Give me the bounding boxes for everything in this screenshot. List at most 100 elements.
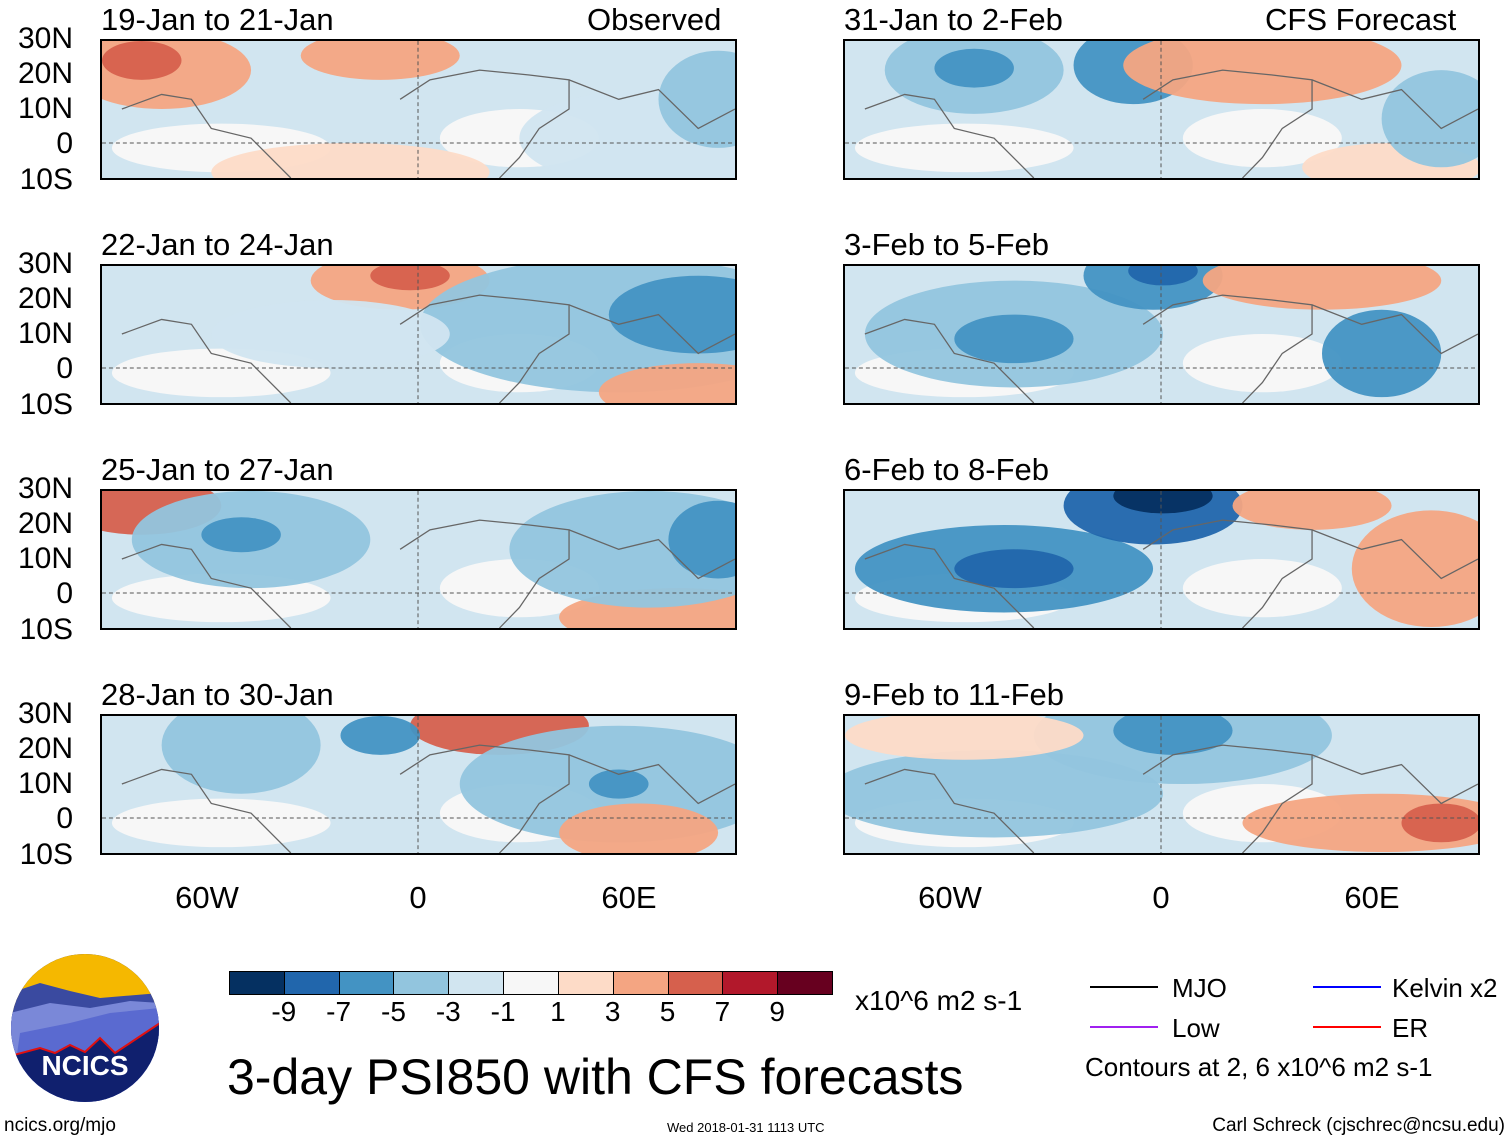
panel-title: 31-Jan to 2-Feb bbox=[844, 2, 1063, 37]
lon-tick-label: 0 bbox=[409, 880, 427, 915]
coastline bbox=[121, 69, 735, 178]
lat-tick-label: 10N bbox=[17, 767, 73, 800]
lat-tick-label: 20N bbox=[17, 732, 73, 765]
colorbar-swatch bbox=[229, 971, 285, 995]
lat-tick-label: 10S bbox=[19, 613, 73, 646]
legend-low-line bbox=[1090, 1026, 1158, 1028]
map-field bbox=[102, 266, 735, 403]
field-anomaly bbox=[211, 300, 450, 369]
lon-tick-label: 60E bbox=[1344, 880, 1400, 915]
lat-tick-label: 0 bbox=[56, 577, 73, 610]
contours-note: Contours at 2, 6 x10^6 m2 s-1 bbox=[1085, 1052, 1433, 1082]
lat-tick-label: 10N bbox=[17, 317, 73, 350]
field-anomaly bbox=[211, 143, 490, 178]
ncics-logo: NCICS bbox=[10, 953, 160, 1103]
field-anomaly bbox=[934, 48, 1014, 88]
colorbar-swatch bbox=[393, 971, 450, 995]
observed-map-panel bbox=[100, 489, 737, 630]
forecast-map-panel bbox=[843, 489, 1480, 630]
colorbar-tick-label: -5 bbox=[381, 996, 406, 1027]
coastline bbox=[864, 744, 1478, 853]
map-field bbox=[845, 491, 1478, 628]
field-anomaly bbox=[102, 41, 182, 80]
map-field bbox=[845, 41, 1478, 178]
colorbar-swatch bbox=[338, 971, 395, 995]
lat-tick-label: 10N bbox=[17, 542, 73, 575]
legend-mjo-line bbox=[1090, 986, 1158, 988]
coastline bbox=[121, 744, 735, 853]
field-anomaly bbox=[1113, 716, 1233, 755]
lat-tick-label: 0 bbox=[56, 127, 73, 160]
field-anomaly bbox=[201, 517, 281, 553]
field-anomaly bbox=[1232, 491, 1392, 530]
forecast-map-panel bbox=[843, 714, 1480, 855]
lat-tick-label: 10S bbox=[19, 163, 73, 196]
logo-text: NCICS bbox=[41, 1050, 128, 1081]
colorbar-swatch bbox=[777, 971, 833, 995]
colorbar-tick-label: 9 bbox=[769, 996, 785, 1027]
lat-tick-label: 30N bbox=[17, 22, 73, 55]
lat-tick-label: 10N bbox=[17, 92, 73, 125]
colorbar-tick-label: -3 bbox=[435, 996, 461, 1027]
lat-tick-label: 20N bbox=[17, 282, 73, 315]
map-field bbox=[102, 41, 735, 178]
colorbar-swatch bbox=[448, 971, 505, 995]
lon-tick-label: 0 bbox=[1152, 880, 1170, 915]
colorbar-swatch bbox=[612, 971, 669, 995]
field-anomaly bbox=[300, 41, 460, 80]
lat-tick-label: 20N bbox=[17, 507, 73, 540]
lon-tick-label: 60W bbox=[918, 880, 982, 915]
colorbar-tick-label: -9 bbox=[271, 996, 297, 1027]
coastline bbox=[864, 519, 1478, 628]
field-anomaly bbox=[954, 549, 1074, 589]
lon-tick-label: 60E bbox=[601, 880, 657, 915]
coastline bbox=[864, 69, 1478, 178]
field-anomaly bbox=[1123, 41, 1402, 105]
field-anomaly bbox=[1401, 803, 1478, 843]
panel-title: 6-Feb to 8-Feb bbox=[844, 452, 1050, 487]
field-anomaly bbox=[588, 769, 649, 799]
field-anomaly bbox=[658, 50, 735, 148]
colorbar-swatch bbox=[503, 971, 559, 995]
field-anomaly bbox=[668, 500, 735, 579]
panel-title: 28-Jan to 30-Jan bbox=[101, 677, 334, 712]
field-anomaly bbox=[598, 363, 735, 403]
lat-tick-label: 30N bbox=[17, 472, 73, 505]
colorbar-tick-label: -1 bbox=[490, 996, 516, 1027]
field-anomaly bbox=[1351, 510, 1478, 628]
field-anomaly bbox=[1128, 266, 1198, 286]
legend-mjo-label: MJO bbox=[1172, 973, 1227, 1003]
lat-tick-label: 0 bbox=[56, 352, 73, 385]
legend-kelvin-line bbox=[1313, 986, 1381, 988]
lat-tick-label: 20N bbox=[17, 57, 73, 90]
field-anomaly bbox=[954, 314, 1074, 364]
colorbar-tick-label: 7 bbox=[714, 996, 731, 1027]
panel-title: 25-Jan to 27-Jan bbox=[101, 452, 334, 487]
coastline bbox=[121, 519, 735, 628]
lat-tick-label: 30N bbox=[17, 697, 73, 730]
observed-map-panel bbox=[100, 39, 737, 180]
coastline bbox=[121, 294, 735, 403]
forecast-label: CFS Forecast bbox=[1265, 2, 1457, 37]
field-anomaly bbox=[1321, 309, 1442, 398]
map-field bbox=[845, 266, 1478, 403]
colorbar-swatch bbox=[722, 971, 779, 995]
colorbar-units: x10^6 m2 s-1 bbox=[855, 985, 1023, 1016]
panel-title: 19-Jan to 21-Jan bbox=[101, 2, 334, 37]
figure-title: 3-day PSI850 with CFS forecasts bbox=[227, 1049, 964, 1105]
footer-credit: Carl Schreck (cjschrec@ncsu.edu) bbox=[1212, 1115, 1505, 1136]
footer-timestamp: Wed 2018-01-31 1113 UTC bbox=[667, 1120, 825, 1135]
forecast-map-panel bbox=[843, 39, 1480, 180]
field-anomaly bbox=[559, 803, 719, 853]
field-anomaly bbox=[845, 716, 1084, 760]
footer-url[interactable]: ncics.org/mjo bbox=[4, 1115, 116, 1136]
coastline bbox=[864, 294, 1478, 403]
panel-title: 3-Feb to 5-Feb bbox=[844, 227, 1050, 262]
observed-label: Observed bbox=[587, 2, 722, 37]
colorbar-swatch bbox=[667, 971, 724, 995]
forecast-map-panel bbox=[843, 264, 1480, 405]
colorbar-swatch bbox=[283, 971, 340, 995]
lat-tick-label: 30N bbox=[17, 247, 73, 280]
legend-er-line bbox=[1313, 1026, 1381, 1028]
